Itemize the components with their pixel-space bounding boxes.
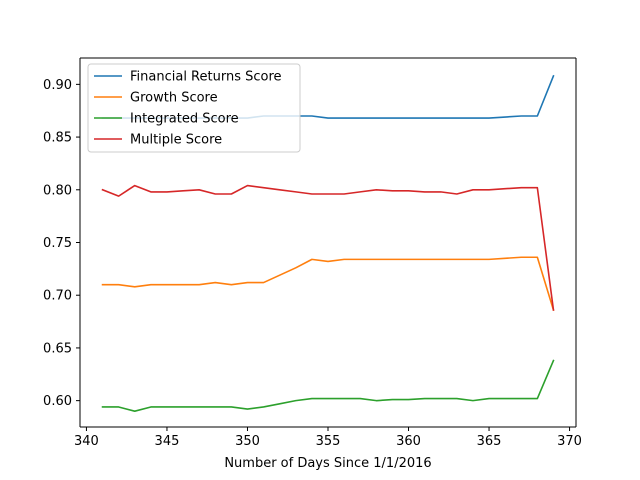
y-axis-ticks: 0.60 0.65 0.70 0.75 0.80 0.85 0.90 (43, 78, 80, 409)
series-line-integrated-score (101, 359, 555, 412)
legend-label-multiple-score: Multiple Score (130, 133, 222, 148)
legend-label-integrated-score: Integrated Score (130, 112, 239, 127)
x-tick-label: 370 (557, 434, 582, 449)
y-tick-label: 0.65 (43, 341, 72, 356)
series-line-multiple-score (101, 184, 555, 311)
x-tick-label: 340 (74, 434, 99, 449)
legend-box (87, 63, 301, 153)
legend: Financial Returns Score Growth Score Integ… (87, 63, 301, 153)
y-tick-label: 0.60 (43, 394, 72, 409)
x-axis-label: Number of Days Since 1/1/2016 (224, 456, 431, 471)
y-tick-label: 0.75 (43, 236, 72, 251)
y-tick-label: 0.70 (43, 289, 72, 304)
x-tick-label: 360 (396, 434, 421, 449)
x-tick-label: 350 (235, 434, 260, 449)
x-axis-ticks: 340 345 350 355 360 365 370 (74, 427, 582, 449)
y-tick-label: 0.80 (43, 183, 72, 198)
legend-label-growth-score: Growth Score (130, 91, 218, 106)
legend-label-financial-returns-score: Financial Returns Score (130, 70, 282, 85)
y-tick-label: 0.90 (43, 78, 72, 93)
x-tick-label: 365 (477, 434, 502, 449)
x-tick-label: 345 (155, 434, 180, 449)
y-tick-label: 0.85 (43, 131, 72, 146)
x-tick-label: 355 (316, 434, 341, 449)
series-line-growth-score (101, 256, 555, 311)
